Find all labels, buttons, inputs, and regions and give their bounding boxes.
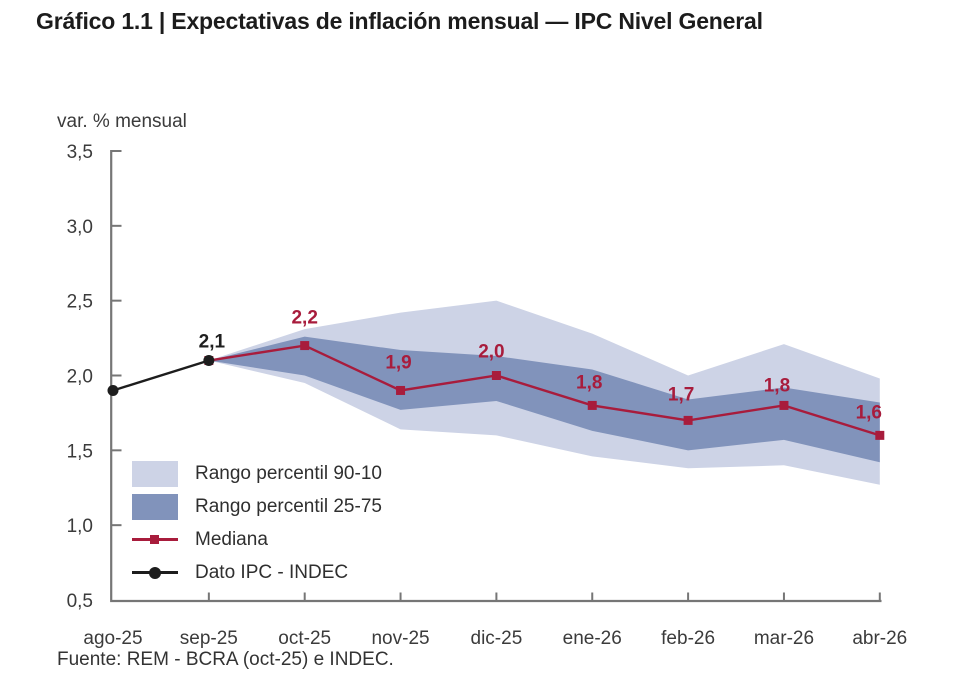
mediana-point-marker [587,400,597,410]
legend-item-rango-90-10: Rango percentil 90-10 [132,457,382,490]
mediana-point-marker [875,430,885,440]
x-tick-label: mar-26 [754,628,814,649]
legend-label: Mediana [195,528,268,550]
x-tick-label: feb-26 [661,628,715,649]
legend-label: Dato IPC - INDEC [195,561,349,583]
ipc-point-marker [107,384,119,396]
x-tick-label: ago-25 [83,628,142,649]
legend-label: Rango percentil 90-10 [195,462,382,484]
mediana-line [208,344,881,437]
y-tick-label: 3,0 [67,217,93,238]
data-point-label: 2,0 [478,341,504,362]
x-tick-label: abr-26 [852,628,907,649]
source-note: Fuente: REM - BCRA (oct-25) e INDEC. [57,649,394,670]
legend-item-dato-ipc: Dato IPC - INDEC [132,556,382,589]
data-point-label: 1,8 [764,375,790,396]
x-tick-label: ene-26 [563,628,622,649]
band-25-75-area [208,336,880,463]
x-tick-label: sep-25 [180,628,238,649]
data-point-label: 2,1 [199,332,226,353]
y-tick-label: 0,5 [67,591,93,612]
mediana-point-marker [683,415,693,425]
x-tick-label: oct-25 [278,628,331,649]
y-tick-label: 3,5 [67,142,93,163]
x-tick-label: nov-25 [371,628,429,649]
y-axis-title: var. % mensual [57,111,187,132]
legend-item-rango-25-75: Rango percentil 25-75 [132,490,382,523]
band-25-75-swatch [132,493,178,520]
ipc-line [112,359,210,392]
y-tick-label: 1,0 [67,516,93,537]
band-90-10-swatch [132,460,178,487]
ipc-point-marker [203,355,215,367]
mediana-point-marker [779,400,789,410]
ipc-line-icon [132,560,178,586]
y-tick-label: 2,0 [67,366,93,387]
y-tick-label: 2,5 [67,292,93,313]
mediana-point-marker [396,385,406,395]
legend: Rango percentil 90-10 Rango percentil 25… [132,457,382,589]
x-tick-label: dic-25 [471,628,523,649]
data-point-label: 1,6 [856,402,882,423]
legend-item-mediana: Mediana [132,523,382,556]
data-point-label: 1,8 [576,372,602,393]
mediana-line-icon [132,527,178,553]
data-point-label: 1,7 [668,384,694,405]
y-tick-label: 1,5 [67,441,93,462]
mediana-point-marker [491,370,501,380]
data-point-label: 2,2 [291,308,317,329]
legend-label: Rango percentil 25-75 [195,495,382,517]
data-point-label: 1,9 [385,352,411,373]
mediana-point-marker [300,341,310,351]
chart-title: Gráfico 1.1 | Expectativas de inflación … [36,8,763,34]
